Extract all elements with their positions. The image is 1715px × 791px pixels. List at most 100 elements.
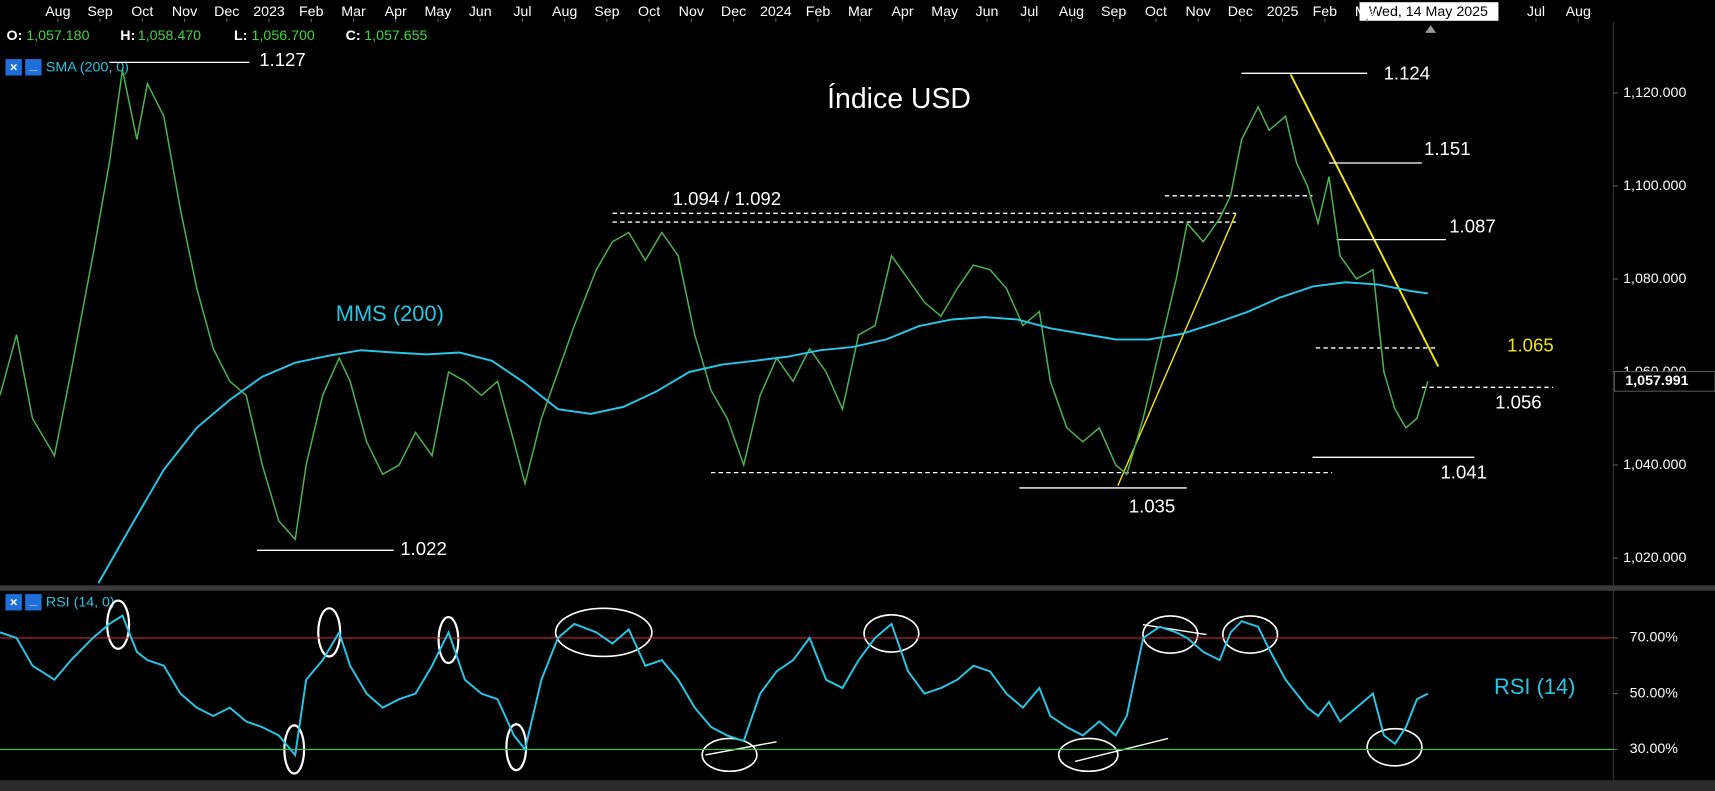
series-line <box>0 614 1429 758</box>
x-tick-label: Feb <box>299 4 324 20</box>
y-tick-label: 1,100.000 <box>1623 178 1686 194</box>
minimize-icon: _ <box>29 57 38 72</box>
x-tick-label: Feb <box>1313 4 1338 20</box>
annotation-label: 1.041 <box>1440 462 1486 483</box>
cursor-date-box <box>1359 2 1499 21</box>
x-tick-label: Dec <box>721 4 746 20</box>
x-tick-label: Jun <box>976 4 999 20</box>
close-icon: × <box>10 59 18 74</box>
annotation-label: 1.035 <box>1129 496 1175 517</box>
annotation-label: 1.124 <box>1384 62 1430 83</box>
ohlc-label: O: <box>7 28 23 44</box>
rsi-circle <box>554 607 653 658</box>
y-tick-label: 70.00% <box>1630 630 1679 646</box>
y-tick-label: 1,040.000 <box>1623 457 1686 473</box>
sma-tag: × _ SMA (200, 0) <box>5 57 129 76</box>
x-tick-label: 2023 <box>253 4 285 20</box>
annotation-label: 1.127 <box>259 49 305 70</box>
rsi-circle <box>437 615 460 665</box>
y-tick-label: 1,080.000 <box>1623 271 1686 287</box>
x-tick-label: Nov <box>679 4 705 20</box>
x-tick-label: Jul <box>1020 4 1038 20</box>
annotation-label: 1.087 <box>1449 215 1495 236</box>
x-tick-label: Dec <box>214 4 239 20</box>
y-tick-label: 1,120.000 <box>1623 85 1686 101</box>
rsi-circle <box>1221 615 1279 654</box>
x-tick-label: Apr <box>385 4 407 20</box>
x-tick-label: May <box>425 4 453 20</box>
indicator-name: SMA (200, 0) <box>46 60 129 76</box>
x-tick-label: Sep <box>87 4 112 20</box>
x-tick-label: Nov <box>172 4 198 20</box>
y-tick-label: 50.00% <box>1630 685 1679 701</box>
x-tick-label: Feb <box>806 4 831 20</box>
rsi-circle <box>1057 737 1119 773</box>
series-label: MMS (200) <box>336 301 444 326</box>
x-tick-label: Dec <box>1228 4 1253 20</box>
trend-line <box>1289 73 1440 367</box>
pane-separator <box>0 585 1715 591</box>
annotation-label: 1.056 <box>1495 392 1541 413</box>
x-tick-label: Jul <box>513 4 531 20</box>
x-tick-label: Nov <box>1185 4 1211 20</box>
ohlc-label: C: <box>346 28 361 44</box>
cursor-date: Wed, 14 May 2025 <box>1369 4 1488 20</box>
x-tick-label: Mar <box>848 4 873 20</box>
bottom-bar <box>0 780 1715 791</box>
x-tick-label: Aug <box>1566 4 1591 20</box>
close-button[interactable] <box>5 594 22 611</box>
minimize-button[interactable] <box>25 594 42 611</box>
annotation-label: 1.151 <box>1424 138 1470 159</box>
x-tick-label: Mar <box>1355 4 1380 20</box>
indicator-name: RSI (14, 0) <box>46 595 115 611</box>
x-tick-label: May <box>931 4 959 20</box>
close-button[interactable] <box>5 59 22 76</box>
rsi-circle <box>1142 615 1199 654</box>
ohlc-value: 1,057.655 <box>364 28 427 44</box>
x-tick-label: Aug <box>552 4 577 20</box>
cursor-marker <box>1425 25 1437 33</box>
ohlc-value: 1,056.700 <box>252 28 315 44</box>
x-tick-label: Jun <box>469 4 492 20</box>
x-tick-label: Oct <box>638 4 660 20</box>
series-line <box>0 69 1429 542</box>
series-label: RSI (14) <box>1494 674 1575 699</box>
series-line <box>97 281 1429 584</box>
rsi-circle <box>701 737 758 773</box>
rsi-tag: × _ RSI (14, 0) <box>5 592 115 611</box>
ohlc-label: H: <box>120 28 135 44</box>
ohlc-label: L: <box>234 28 247 44</box>
annotation-label: 1.094 / 1.092 <box>673 188 781 209</box>
x-tick-label: Sep <box>1101 4 1126 20</box>
ohlc-value: 1,058.470 <box>138 28 201 44</box>
x-tick-label: Jul <box>1527 4 1545 20</box>
x-tick-label: 2025 <box>1267 4 1299 20</box>
x-tick-label: Oct <box>131 4 153 20</box>
x-tick-label: 2024 <box>760 4 792 20</box>
chart-title: Índice USD <box>827 83 971 115</box>
close-icon: × <box>10 594 18 609</box>
divergence-line <box>705 741 777 756</box>
minimize-button[interactable] <box>25 59 42 76</box>
last-value-box <box>1613 370 1715 392</box>
x-tick-label: Mar <box>341 4 366 20</box>
x-tick-label: Oct <box>1145 4 1167 20</box>
y-tick-label: 30.00% <box>1630 741 1679 757</box>
y-tick-label: 1,020.000 <box>1623 550 1686 566</box>
x-tick-label: Aug <box>45 4 70 20</box>
divergence-line <box>1142 624 1207 636</box>
minimize-icon: _ <box>29 592 38 607</box>
rsi-circle <box>1366 727 1423 767</box>
x-tick-label: Aug <box>1059 4 1084 20</box>
x-tick-label: Apr <box>891 4 913 20</box>
annotation-label: 1.022 <box>400 538 446 559</box>
ohlc-value: 1,057.180 <box>26 28 89 44</box>
rsi-circle <box>863 614 920 653</box>
x-tick-label: Sep <box>594 4 619 20</box>
divergence-line <box>1074 737 1169 763</box>
annotation-label: 1.065 <box>1507 335 1553 356</box>
last-value-label: 1,057.991 <box>1625 373 1688 389</box>
